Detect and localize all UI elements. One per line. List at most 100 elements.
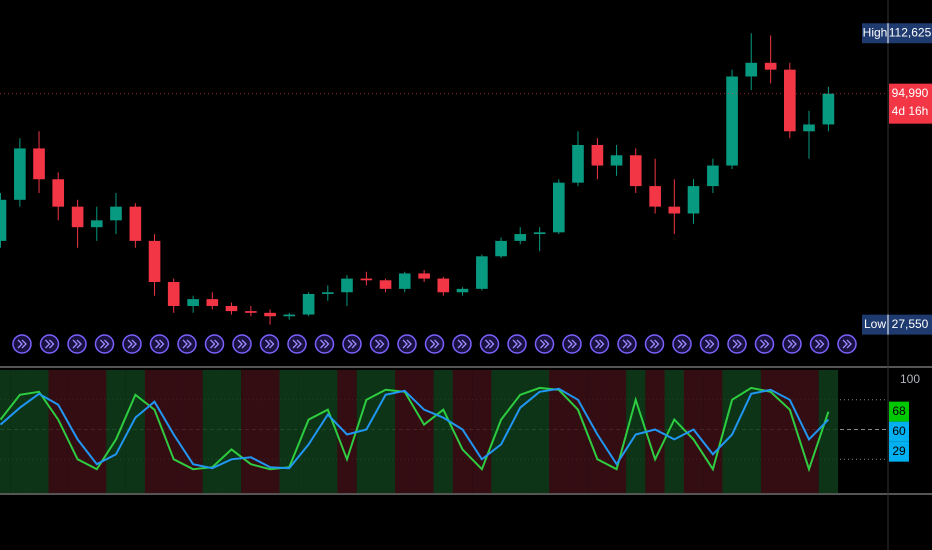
event-icon-arrow[interactable]: [567, 339, 577, 349]
event-icons[interactable]: [12, 334, 857, 354]
oscillator-zone: [125, 370, 146, 494]
event-icon-arrow[interactable]: [292, 339, 302, 349]
candle-body: [418, 273, 430, 279]
oscillator-zone: [703, 370, 723, 494]
event-icon-arrow[interactable]: [815, 339, 825, 349]
event-icon-arrow[interactable]: [842, 339, 852, 349]
range-tag: [862, 314, 932, 335]
event-icon-arrow[interactable]: [622, 339, 632, 349]
candle-body: [514, 234, 527, 241]
oscillator-zone: [568, 370, 588, 494]
event-icon-arrow[interactable]: [457, 339, 467, 349]
candle-body: [572, 144, 584, 183]
oscillator-zone: [414, 370, 434, 494]
oscillator-zone: [0, 370, 11, 494]
event-icon-arrow[interactable]: [155, 339, 165, 349]
osc-value-tag: [889, 421, 909, 442]
oscillator-zone: [337, 370, 357, 494]
oscillator-zone: [221, 370, 242, 494]
oscillator-zone: [202, 370, 222, 494]
candle-body: [707, 165, 719, 187]
oscillator-zone: [298, 370, 319, 494]
oscillator-zone: [472, 370, 492, 494]
oscillator-zone: [760, 370, 781, 494]
oscillator-zone: [183, 370, 203, 494]
candle-body: [187, 299, 199, 306]
event-icon-arrow[interactable]: [595, 339, 605, 349]
range-tag: [862, 23, 932, 44]
osc-value-label: 60: [892, 424, 906, 438]
event-icon-arrow[interactable]: [677, 339, 687, 349]
oscillator-zone: [318, 370, 338, 494]
event-icon-arrow[interactable]: [375, 339, 385, 349]
event-icon-arrow[interactable]: [540, 339, 550, 349]
range-tag-value: 27,550: [892, 317, 929, 331]
event-icon-arrow[interactable]: [512, 339, 522, 349]
candle-body: [591, 144, 604, 166]
osc-value-tag: [889, 441, 909, 462]
candle-body: [783, 69, 796, 132]
oscillator-line: [0, 386, 830, 473]
event-icon-arrow[interactable]: [320, 339, 330, 349]
range-tag-label: High: [863, 25, 888, 39]
event-icon-arrow[interactable]: [127, 339, 137, 349]
candle-body: [283, 314, 296, 317]
candle-body: [52, 179, 65, 207]
candle-body: [726, 76, 738, 166]
event-icon-arrow[interactable]: [430, 339, 440, 349]
osc-value-label: 68: [892, 404, 906, 418]
candle-body: [629, 155, 642, 187]
oscillator-zone: [87, 370, 107, 494]
axes: 94,990 4d 16h High 112,625 Low 27,550 100 68 60 2…: [862, 23, 932, 462]
candle-body: [822, 93, 835, 125]
osc-tick-label: 100: [900, 372, 920, 386]
candle-body: [437, 278, 450, 293]
oscillator-zone: [164, 370, 184, 494]
range-tag-value: 112,625: [889, 25, 932, 39]
candle-body: [206, 299, 219, 306]
event-icon-arrow[interactable]: [760, 339, 770, 349]
event-icon-arrow[interactable]: [72, 339, 82, 349]
event-icon-arrow[interactable]: [705, 339, 715, 349]
candle-body: [360, 278, 373, 281]
oscillator-zone: [144, 370, 165, 494]
oscillator-zone: [106, 370, 126, 494]
oscillator-zone: [491, 370, 511, 494]
oscillator-zone: [433, 370, 454, 494]
last-price-tag: [889, 83, 932, 124]
event-icon-arrow[interactable]: [182, 339, 192, 349]
oscillator-zone: [626, 370, 646, 494]
plot: [0, 33, 888, 473]
oscillator-zone: [29, 370, 49, 494]
event-icon-arrow[interactable]: [210, 339, 220, 349]
event-icon-arrow[interactable]: [485, 339, 495, 349]
candle-body: [245, 311, 257, 313]
candle-body: [129, 206, 142, 241]
candle-body: [302, 293, 315, 315]
candle-body: [14, 148, 26, 200]
event-icon-arrow[interactable]: [402, 339, 412, 349]
oscillator-zone: [818, 370, 839, 494]
candle-body: [687, 186, 700, 214]
oscillator-zone: [279, 370, 299, 494]
candle-body: [0, 199, 7, 241]
event-icon-arrow[interactable]: [45, 339, 55, 349]
oscillator-zone: [529, 370, 550, 494]
candle-body: [649, 186, 661, 207]
oscillator-zone: [241, 370, 261, 494]
event-icon-arrow[interactable]: [265, 339, 275, 349]
event-icon-arrow[interactable]: [732, 339, 742, 349]
event-icon-arrow[interactable]: [237, 339, 247, 349]
oscillator-zone: [10, 370, 30, 494]
event-icon-arrow[interactable]: [787, 339, 797, 349]
event-icon-arrow[interactable]: [17, 339, 27, 349]
candle-body: [33, 148, 45, 180]
candle-body: [379, 280, 392, 289]
oscillator-zone: [356, 370, 377, 494]
candle-body: [71, 206, 84, 228]
event-icon-arrow[interactable]: [347, 339, 357, 349]
candle-body: [398, 273, 411, 289]
event-icon-arrow[interactable]: [650, 339, 660, 349]
event-icon-arrow[interactable]: [100, 339, 110, 349]
